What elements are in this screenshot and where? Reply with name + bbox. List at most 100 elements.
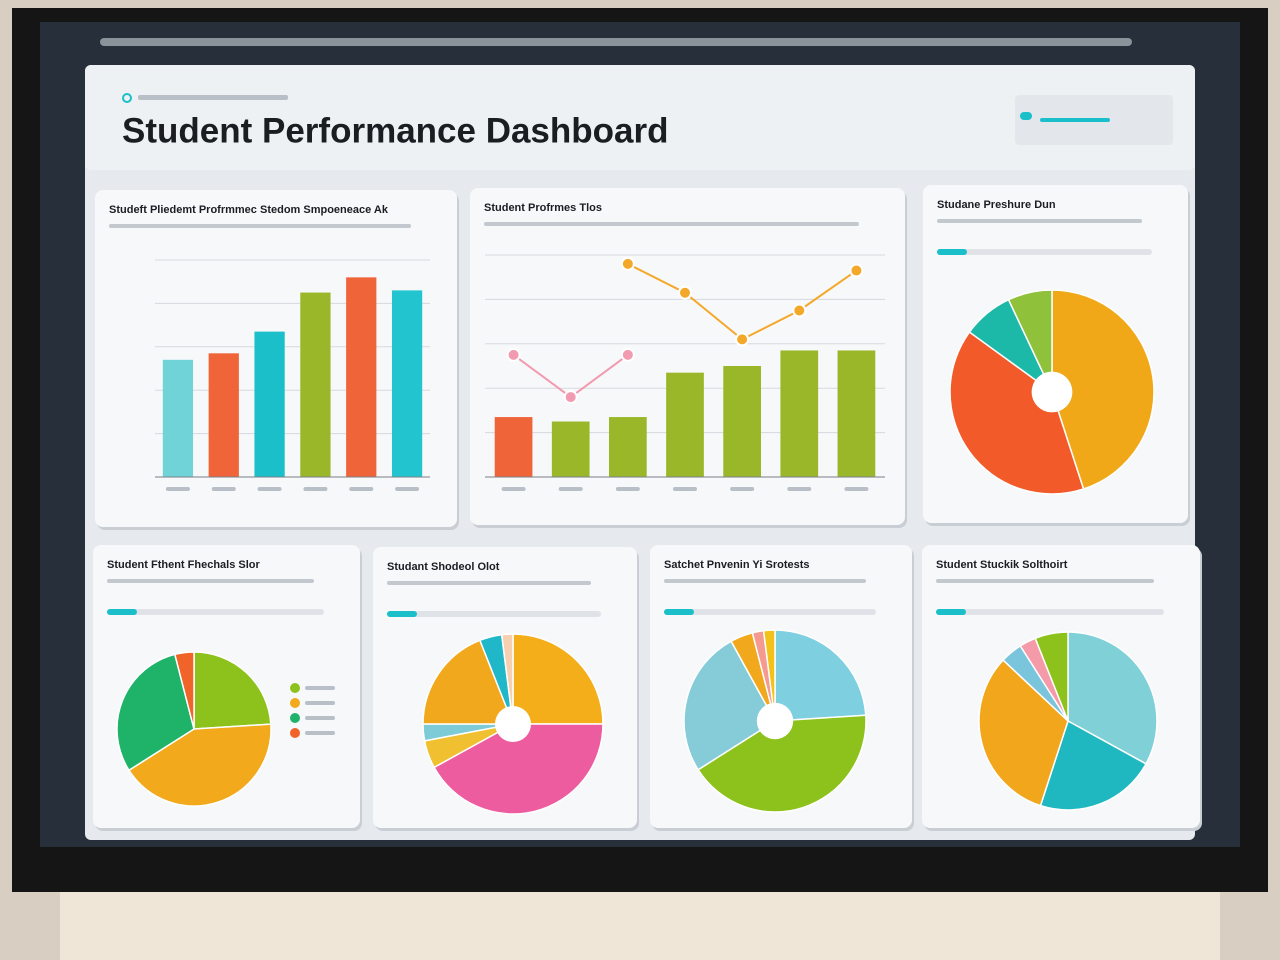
progress-fill	[664, 609, 694, 615]
charts: Studeft Pliedemt Profrmmec Stedom Smpoen…	[93, 185, 1202, 831]
subtitle-placeholder	[484, 222, 859, 226]
point	[620, 347, 635, 362]
progress-fill	[107, 609, 137, 615]
point	[792, 303, 807, 318]
pie-slice	[683, 640, 776, 771]
subtitle-placeholder	[387, 581, 591, 585]
x-label-placeholder	[558, 487, 583, 491]
pie-slice	[512, 633, 604, 725]
legend-dot	[290, 683, 300, 693]
bar	[609, 417, 647, 477]
legend-text	[305, 716, 335, 720]
panel: Studant Shodeol Olot	[373, 547, 639, 831]
pie-slice	[762, 629, 776, 722]
bar	[551, 421, 590, 477]
legend-dot	[290, 698, 300, 708]
x-label-placeholder	[349, 487, 374, 491]
point	[678, 285, 692, 300]
subtitle-placeholder	[109, 224, 411, 228]
widget-bar	[1040, 118, 1110, 122]
header	[85, 65, 1195, 170]
donut-hole	[495, 706, 531, 742]
subtitle-placeholder	[937, 219, 1142, 223]
point	[735, 332, 750, 347]
legend-text	[305, 701, 335, 705]
pie-slice	[433, 723, 604, 815]
progress-track	[107, 609, 324, 615]
progress-fill	[387, 611, 417, 617]
address-bar	[100, 38, 1132, 46]
pie-slice	[173, 651, 195, 730]
progress-track	[664, 609, 876, 615]
panel: Studeft Pliedemt Profrmmec Stedom Smpoen…	[95, 190, 459, 530]
bar	[666, 372, 704, 477]
pie-slice	[500, 633, 514, 725]
pie-slice	[116, 653, 195, 772]
pie-slice	[422, 639, 515, 725]
pie-slice	[193, 651, 272, 730]
pie-slice	[1039, 719, 1148, 811]
point	[563, 390, 578, 405]
x-label-placeholder	[165, 487, 190, 491]
panel: Student Stuckik Solthoirt	[922, 545, 1202, 831]
x-label-placeholder	[673, 487, 697, 491]
legend-text	[305, 686, 335, 690]
progress-track	[936, 609, 1164, 615]
panel-title: Studane Preshure Dun	[937, 199, 1056, 211]
panel: Studane Preshure Dun	[923, 185, 1190, 526]
pie-slice	[949, 330, 1085, 495]
progress-fill	[936, 609, 966, 615]
panel-title: Student Profrmes Tlos	[484, 202, 602, 214]
x-label-placeholder	[844, 487, 869, 491]
pie-slice	[774, 629, 867, 722]
panel-title: Satchet Pnvenin Yi Srotests	[664, 559, 810, 571]
bar	[254, 331, 285, 477]
widget-dot	[1020, 112, 1032, 120]
panel-title: Studant Shodeol Olot	[387, 561, 500, 573]
subtitle-placeholder	[664, 579, 866, 583]
donut-hole	[1031, 371, 1073, 413]
bar	[346, 277, 377, 477]
bar	[780, 350, 819, 477]
logo	[122, 93, 132, 103]
panel-title: Student Stuckik Solthoirt	[936, 559, 1068, 571]
panel-title: Studeft Pliedemt Profrmmec Stedom Smpoen…	[109, 204, 389, 216]
panel-title: Student Fthent Fhechals Slor	[107, 559, 261, 571]
light-strip	[60, 892, 1220, 960]
bar	[162, 359, 194, 477]
bar	[391, 290, 423, 477]
bar	[723, 366, 761, 477]
x-label-placeholder	[303, 487, 328, 491]
progress-track	[387, 611, 601, 617]
legend-text	[305, 731, 335, 735]
panel: Student Fthent Fhechals Slor	[93, 545, 362, 831]
donut-hole	[756, 702, 794, 740]
x-label-placeholder	[615, 487, 640, 491]
panel: Satchet Pnvenin Yi Srotests	[650, 545, 914, 831]
pie-slice	[978, 659, 1069, 807]
point	[849, 263, 864, 278]
x-label-placeholder	[501, 487, 526, 491]
progress-track	[937, 249, 1152, 255]
bar	[208, 353, 239, 477]
x-label-placeholder	[211, 487, 236, 491]
pie-slice	[1034, 631, 1069, 722]
x-label-placeholder	[787, 487, 812, 491]
pie-slice	[1067, 631, 1158, 765]
bar	[300, 292, 331, 477]
progress-fill	[937, 249, 967, 255]
point	[620, 256, 635, 271]
subtitle-placeholder	[107, 579, 314, 583]
point	[506, 347, 521, 362]
subtitle-placeholder	[936, 579, 1154, 583]
panel: Student Profrmes Tlos	[470, 188, 907, 528]
x-label-placeholder	[257, 487, 282, 491]
x-label-placeholder	[395, 487, 420, 491]
x-label-placeholder	[730, 487, 755, 491]
pie-slice	[127, 723, 272, 807]
bar	[837, 350, 876, 477]
pie-slice	[1007, 289, 1053, 393]
dashboard-title: Student Performance Dashboard	[122, 111, 669, 150]
